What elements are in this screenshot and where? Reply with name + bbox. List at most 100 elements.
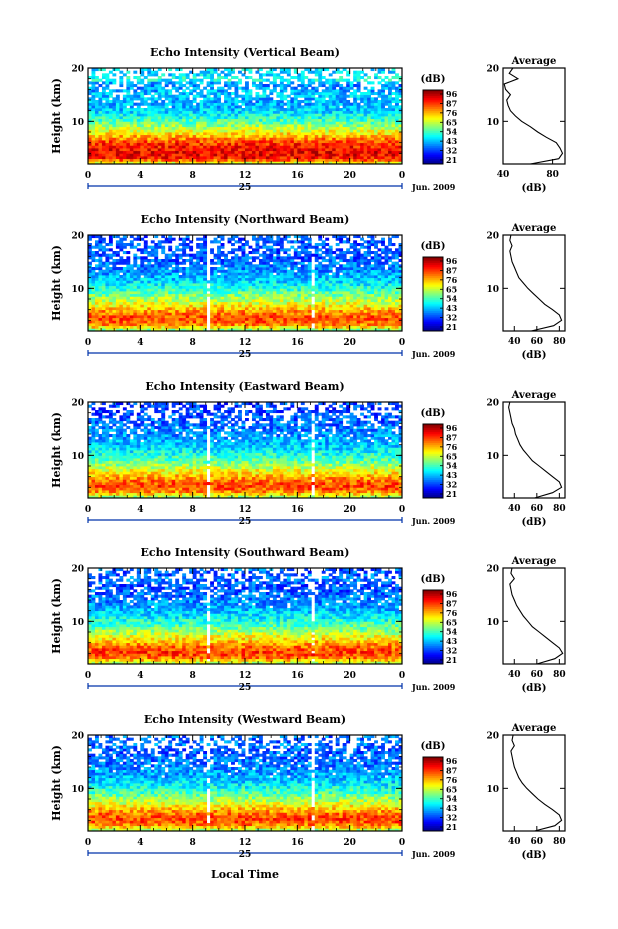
heatmap-cell (350, 143, 354, 146)
heatmap-cell (325, 137, 329, 140)
heatmap-cell (367, 108, 371, 111)
heatmap-cell (179, 121, 183, 124)
heatmap-cell (175, 89, 179, 92)
heatmap-cell (189, 310, 193, 313)
heatmap-cell (346, 113, 350, 116)
heatmap-cell (221, 151, 225, 154)
heatmap-cell (102, 262, 106, 265)
heatmap-cell (364, 140, 368, 143)
heatmap-cell (130, 280, 134, 283)
heatmap-cell (193, 283, 197, 286)
heatmap-cell (133, 272, 137, 275)
heatmap-cell (158, 310, 162, 313)
heatmap-cell (325, 116, 329, 119)
heatmap-cell (332, 105, 336, 108)
heatmap-cell (276, 320, 280, 323)
heatmap-cell (367, 97, 371, 100)
heatmap-cell (238, 240, 242, 243)
heatmap-cell (381, 100, 385, 103)
heatmap-cell (151, 240, 155, 243)
heatmap-cell (200, 143, 204, 146)
heatmap-cell (140, 286, 144, 289)
heatmap-cell (262, 270, 266, 273)
heatmap-cell (304, 105, 308, 108)
heatmap-cell (221, 103, 225, 106)
heatmap-cell (238, 119, 242, 122)
heatmap-cell (378, 108, 382, 111)
heatmap-cell (235, 315, 239, 318)
heatmap-cell (224, 119, 228, 122)
colorbar: (dB)9687766554433221 (421, 74, 458, 165)
heatmap-cell (343, 103, 347, 106)
heatmap-cell (182, 291, 186, 294)
heatmap-cell (301, 100, 305, 103)
heatmap-cell (280, 143, 284, 146)
heatmap-cell (200, 153, 204, 156)
heatmap-cell (290, 92, 294, 95)
heatmap-cell (364, 97, 368, 100)
heatmap-cell (245, 95, 249, 98)
heatmap-cell (332, 121, 336, 124)
heatmap-cell (186, 153, 190, 156)
heatmap-cell (116, 286, 120, 289)
heatmap-cell (182, 323, 186, 326)
heatmap-cell (207, 95, 211, 98)
heatmap-cell (158, 312, 162, 315)
heatmap-cell (322, 81, 326, 84)
heatmap-cell (336, 132, 340, 135)
heatmap-cell (140, 145, 144, 148)
heatmap-cell (189, 119, 193, 122)
heatmap-cell (266, 291, 270, 294)
heatmap-cell (224, 262, 228, 265)
heatmap-cell (105, 312, 109, 315)
heatmap-cell (304, 76, 308, 79)
heatmap-cell (179, 100, 183, 103)
heatmap-cell (168, 302, 172, 305)
heatmap-cell (140, 140, 144, 143)
heatmap-cell (276, 127, 280, 130)
heatmap-cell (290, 132, 294, 135)
heatmap-cell (168, 275, 172, 278)
heatmap-cell (367, 140, 371, 143)
heatmap-cell (144, 267, 148, 270)
heatmap-cell (294, 296, 298, 299)
heatmap-cell (367, 135, 371, 138)
heatmap-cell (217, 307, 221, 310)
heatmap-cell (126, 116, 130, 119)
heatmap-cell (102, 275, 106, 278)
heatmap-cell (102, 108, 106, 111)
heatmap-cell (255, 280, 259, 283)
heatmap-cell (193, 79, 197, 82)
heatmap-cell (228, 304, 232, 307)
heatmap-cell (266, 148, 270, 151)
heatmap-cell (259, 254, 263, 257)
heatmap-cell (381, 132, 385, 135)
heatmap-cell (259, 294, 263, 297)
heatmap-cell (186, 100, 190, 103)
heatmap-cell (360, 151, 364, 154)
heatmap-cell (252, 299, 256, 302)
heatmap-cell (318, 127, 322, 130)
heatmap-cell (235, 240, 239, 243)
heatmap-cell (151, 318, 155, 321)
heatmap-cell (245, 283, 249, 286)
heatmap-cell (116, 302, 120, 305)
heatmap-cell (119, 267, 123, 270)
heatmap-cell (346, 124, 350, 127)
heatmap-cell (126, 278, 130, 281)
heatmap-cell (154, 294, 158, 297)
heatmap-cell (186, 92, 190, 95)
heatmap-cell (280, 132, 284, 135)
heatmap-cell (385, 97, 389, 100)
heatmap-cell (371, 111, 375, 114)
heatmap-cell (98, 156, 102, 159)
heatmap-cell (217, 79, 221, 82)
heatmap-cell (123, 95, 127, 98)
heatmap-cell (91, 312, 95, 315)
heatmap-cell (336, 84, 340, 87)
heatmap-cell (364, 116, 368, 119)
heatmap-cell (255, 246, 259, 249)
heatmap-cell (385, 95, 389, 98)
heatmap-cell (242, 97, 246, 100)
heatmap-cell (200, 246, 204, 249)
